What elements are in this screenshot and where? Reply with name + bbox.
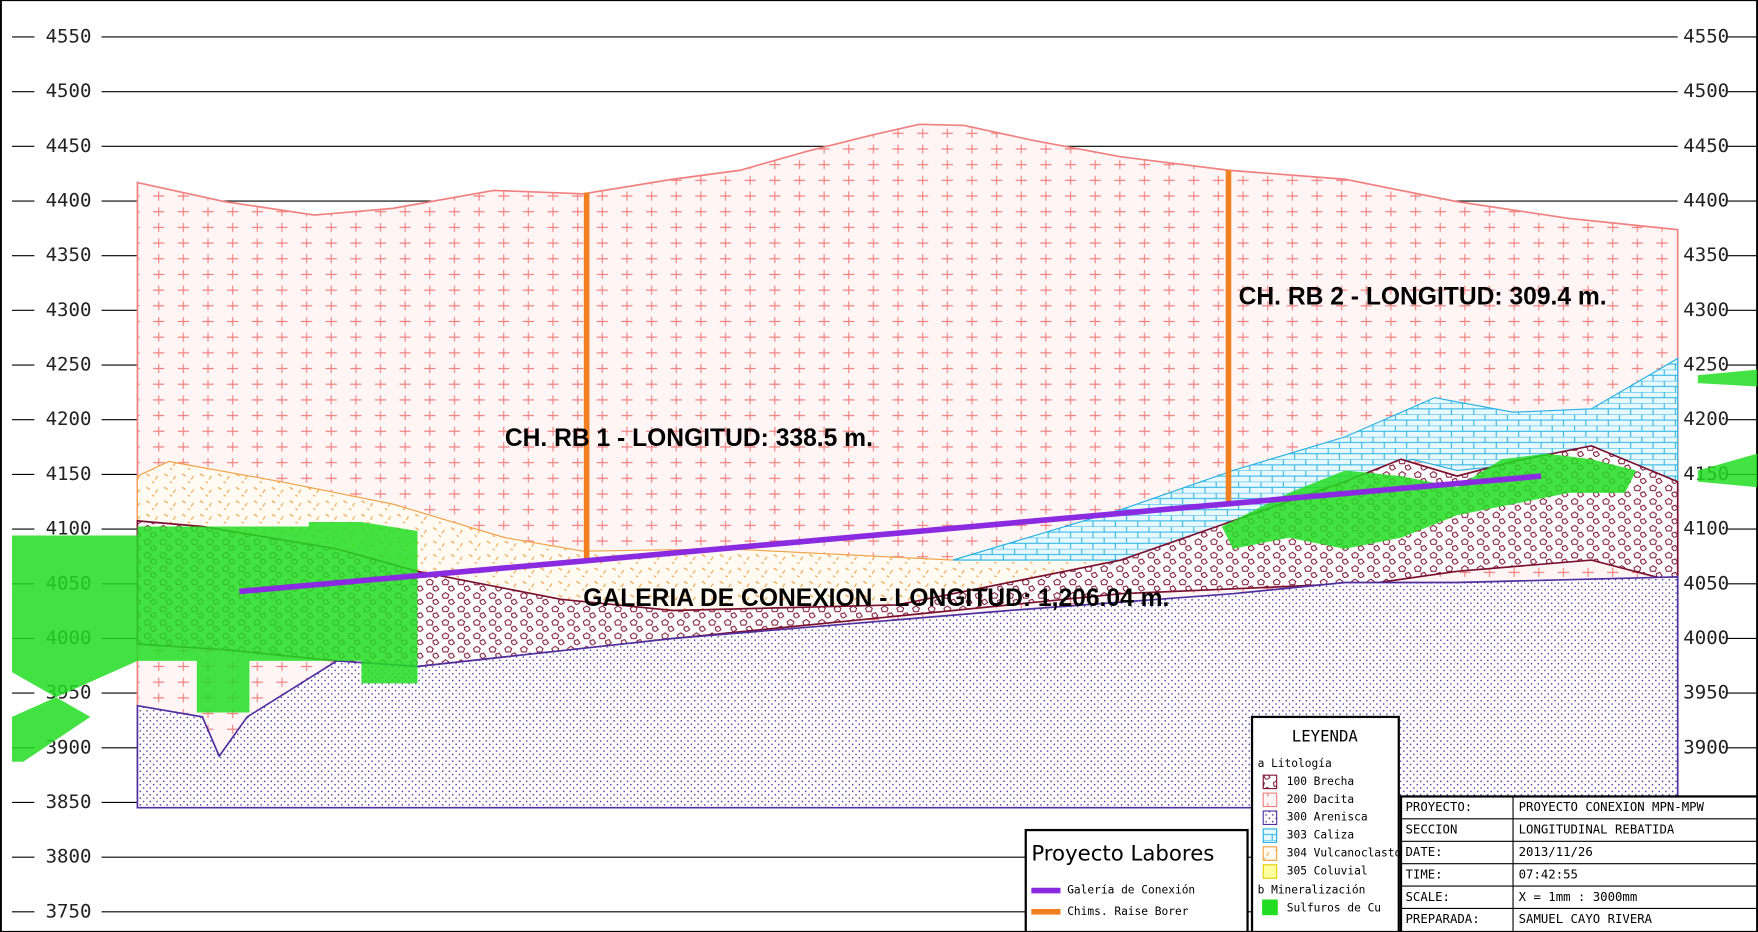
- y-tick-label: 4250: [1683, 354, 1729, 376]
- y-tick-label: 4200: [1683, 408, 1729, 430]
- galeria-label: GALERIA DE CONEXION - LONGITUD: 1,206.04…: [583, 585, 1169, 612]
- y-tick-label: 4400: [1683, 190, 1729, 212]
- rb2-label: CH. RB 2 - LONGITUD: 309.4 m.: [1239, 284, 1607, 311]
- title-block-value: 2013/11/26: [1519, 845, 1593, 859]
- title-block-value: SAMUEL CAYO RIVERA: [1519, 912, 1653, 926]
- section-drawing: 4550 4500 4450 4400 4350 4300 4250 4200 4150 4100…: [0, 0, 1758, 932]
- legend-item: 300 Arenisca: [1287, 811, 1368, 824]
- group-name: Litología: [1271, 757, 1332, 770]
- legend-swatch: [1263, 829, 1276, 842]
- y-tick-label: 4100: [1683, 518, 1729, 540]
- y-tick-label: 4350: [1683, 244, 1729, 266]
- y-tick-label: 4450: [1683, 135, 1729, 157]
- rb1-label: CH. RB 1 - LONGITUD: 338.5 m.: [505, 425, 873, 452]
- title-block-key: DATE:: [1405, 845, 1442, 859]
- project-legend-title: Proyecto Labores: [1031, 842, 1214, 867]
- title-block-key: SECCION: [1405, 823, 1457, 837]
- y-tick-label: 3850: [46, 791, 92, 813]
- legend-swatch: [1263, 811, 1276, 824]
- legend-item: Chims. Raise Borer: [1067, 905, 1189, 918]
- y-tick-label: 4300: [46, 299, 92, 321]
- legend-swatch: [1263, 775, 1276, 788]
- title-block-value: LONGITUDINAL REBATIDA: [1519, 823, 1675, 837]
- legend-swatch: [1263, 865, 1276, 878]
- y-tick-label: 4550: [46, 25, 92, 47]
- y-tick-label: 4300: [1683, 299, 1729, 321]
- legend-swatch: [1263, 847, 1276, 860]
- y-tick-label: 4400: [46, 190, 92, 212]
- group-name: Mineralización: [1271, 884, 1365, 897]
- title-block-value: X = 1mm : 3000mm: [1519, 890, 1638, 904]
- y-tick-label: 3800: [46, 846, 92, 868]
- legend-item: Sulfuros de Cu: [1287, 901, 1381, 914]
- y-tick-label: 4500: [46, 80, 92, 102]
- y-tick-label: 4350: [46, 244, 92, 266]
- legend-item: 304 Vulcanoclasto: [1287, 847, 1402, 860]
- title-block-value: 07:42:55: [1519, 867, 1578, 881]
- group-letter: a: [1258, 757, 1265, 770]
- title-block-key: TIME:: [1405, 867, 1442, 881]
- y-tick-label: 4200: [46, 408, 92, 430]
- legend-swatch: [1263, 793, 1276, 806]
- legend-item: 305 Coluvial: [1287, 865, 1368, 878]
- y-tick-label: 4050: [1683, 572, 1729, 594]
- title-block-value: PROYECTO CONEXION MPN-MPW: [1519, 800, 1705, 814]
- y-tick-label: 4500: [1683, 80, 1729, 102]
- title-block-key: SCALE:: [1405, 890, 1449, 904]
- title-block-key: PREPARADA:: [1405, 912, 1479, 926]
- y-tick-label: 3750: [46, 900, 92, 922]
- group-letter: b: [1258, 884, 1265, 897]
- legend-item: Galería de Conexión: [1067, 884, 1195, 897]
- y-tick-label: 3950: [1683, 682, 1729, 704]
- y-tick-label: 3900: [1683, 736, 1729, 758]
- title-block-key: PROYECTO:: [1405, 800, 1472, 814]
- legend-item: 303 Caliza: [1287, 829, 1354, 842]
- legend-item: 100 Brecha: [1287, 775, 1354, 788]
- legend-swatch: [1262, 900, 1278, 916]
- y-tick-label: 4000: [1683, 627, 1729, 649]
- y-tick-label: 4450: [46, 135, 92, 157]
- y-tick-label: 4250: [46, 354, 92, 376]
- legend-item: 200 Dacita: [1287, 793, 1354, 806]
- leyenda-title: LEYENDA: [1292, 727, 1359, 746]
- y-tick-label: 4550: [1683, 25, 1729, 47]
- y-tick-label: 4150: [46, 463, 92, 485]
